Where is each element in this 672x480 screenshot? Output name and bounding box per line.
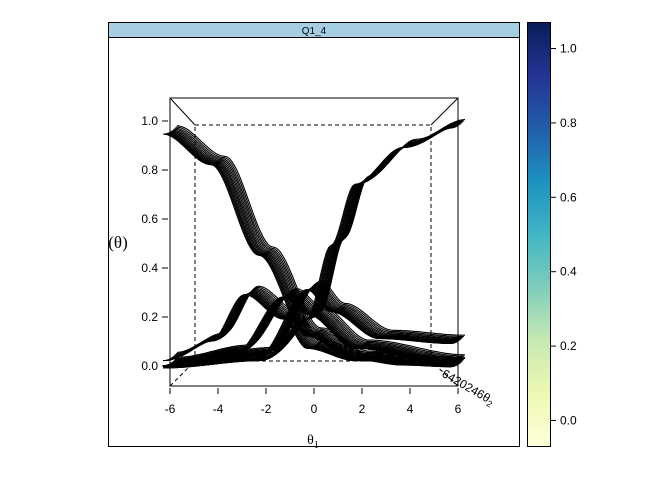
surface-curve-cat5 — [170, 125, 459, 367]
box-front-face — [194, 124, 432, 362]
x-axis-label-sub: 1 — [314, 440, 319, 451]
x-tick-label: 0 — [311, 402, 318, 416]
z-axis-ticks: 0.0 0.2 0.4 0.6 0.8 1.0 — [141, 114, 168, 373]
panel-strip — [108, 22, 520, 38]
colorbar — [527, 22, 551, 447]
z-tick-label: 0.2 — [141, 310, 158, 324]
x-tick-label: -2 — [261, 402, 272, 416]
colorbar-tick-label: 0.2 — [560, 339, 577, 353]
colorbar-tick-label: 1.0 — [560, 42, 577, 56]
surface-curve-cat2 — [169, 292, 458, 365]
x-tick-label: 2 — [359, 402, 366, 416]
surface-curve-cat2 — [170, 291, 459, 364]
x-tick-label: 6 — [455, 402, 462, 416]
z-tick-label: 0.4 — [141, 261, 158, 275]
colorbar-ticks: 0.0 0.2 0.4 0.6 0.8 1.0 — [550, 42, 577, 427]
surface-curve-cat5 — [175, 120, 464, 362]
colorbar-tick-label: 0.0 — [560, 413, 577, 427]
x-axis-label-base: θ — [307, 433, 314, 448]
panel-frame — [108, 22, 520, 447]
surface-curve-cat5 — [173, 122, 462, 364]
colorbar-tick-label: 0.4 — [560, 265, 577, 279]
y-axis-label-sub: 2 — [485, 398, 494, 409]
panel-strip-label: Q1_4 — [302, 26, 327, 37]
surface-curve-cat5 — [171, 124, 460, 366]
surface-curve-cat2 — [171, 290, 460, 364]
z-tick-label: 1.0 — [141, 114, 158, 128]
surface-curve-cat5 — [177, 119, 466, 361]
z-axis-label: (θ) — [108, 233, 127, 252]
box-edge-tr — [430, 97, 459, 126]
z-tick-label: 0.6 — [141, 212, 158, 226]
x-axis-label: θ1 — [307, 433, 319, 451]
z-tick-label: 0.8 — [141, 163, 158, 177]
z-tick-label: 0.0 — [141, 359, 158, 373]
box-edge-tl — [169, 97, 196, 126]
surface-curve-cat5 — [174, 121, 463, 363]
x-axis-ticks: -6 -4 -2 0 2 4 6 — [165, 388, 462, 416]
colorbar-tick-label: 0.6 — [560, 190, 577, 204]
surface-curves — [162, 119, 466, 369]
box-back-face — [169, 97, 459, 387]
x-tick-label: -4 — [213, 402, 224, 416]
x-tick-label: 4 — [407, 402, 414, 416]
x-tick-label: -6 — [165, 402, 176, 416]
surface-curve-cat2 — [172, 290, 461, 363]
colorbar-tick-label: 0.8 — [560, 116, 577, 130]
surface-curve-cat5 — [172, 123, 461, 365]
